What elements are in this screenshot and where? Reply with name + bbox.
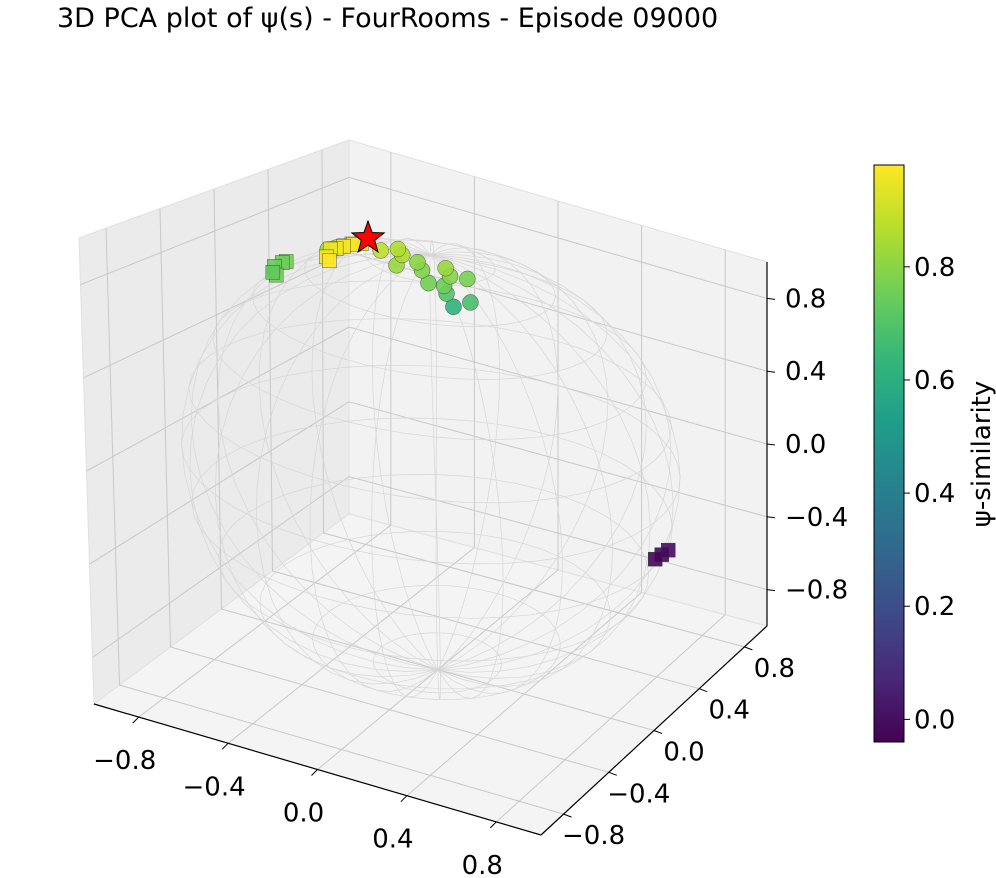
data-points [265, 236, 676, 567]
z-tick-label: 0.4 [785, 357, 826, 387]
x-tick-label: 0.0 [283, 799, 324, 829]
data-point-circle [409, 254, 426, 271]
colorbar-tick-label: 0.8 [914, 253, 955, 283]
data-point-square [661, 542, 676, 558]
data-point-circle [445, 298, 462, 315]
colorbar-label: ψ-similarity [967, 381, 996, 528]
data-point-circle [389, 240, 407, 258]
data-point-square [647, 551, 663, 567]
reference-marker [350, 219, 386, 254]
z-tick-label: 0.0 [785, 430, 826, 460]
reference-star-marker [350, 219, 386, 254]
colorbar-tick-label: 0.0 [914, 705, 955, 735]
colorbar-tick-label: 0.4 [914, 479, 955, 509]
data-point-square [322, 253, 337, 269]
y-tick-label: 0.8 [754, 654, 795, 684]
data-point-circle [437, 260, 454, 277]
axis-ticks: −0.8−0.40.00.40.8−0.8−0.40.00.40.8−0.8−0… [93, 284, 848, 878]
unit-sphere-wireframe [181, 237, 681, 700]
data-point-square [265, 265, 281, 280]
y-tick-label: 0.4 [709, 696, 750, 726]
y-tick-label: −0.8 [562, 821, 625, 851]
y-tick-label: 0.0 [663, 738, 704, 768]
chart-title: 3D PCA plot of ψ(s) - FourRooms - Episod… [57, 3, 718, 34]
x-tick-label: −0.8 [93, 746, 156, 776]
z-tick-label: −0.8 [785, 576, 848, 606]
colorbar: 0.0 0.2 0.4 0.6 0.8 ψ-similarity [873, 164, 996, 743]
y-tick-label: −0.4 [607, 779, 670, 809]
data-point-circle [462, 294, 479, 311]
colorbar-bar [873, 164, 905, 743]
x-tick-label: 0.4 [372, 825, 413, 855]
colorbar-tick-label: 0.6 [914, 366, 955, 396]
x-tick-label: −0.4 [183, 772, 246, 802]
data-point-circle [459, 270, 476, 288]
z-tick-label: 0.8 [785, 284, 826, 314]
x-tick-label: 0.8 [462, 851, 503, 878]
z-tick-label: −0.4 [785, 503, 848, 533]
colorbar-tick-label: 0.2 [914, 592, 955, 622]
